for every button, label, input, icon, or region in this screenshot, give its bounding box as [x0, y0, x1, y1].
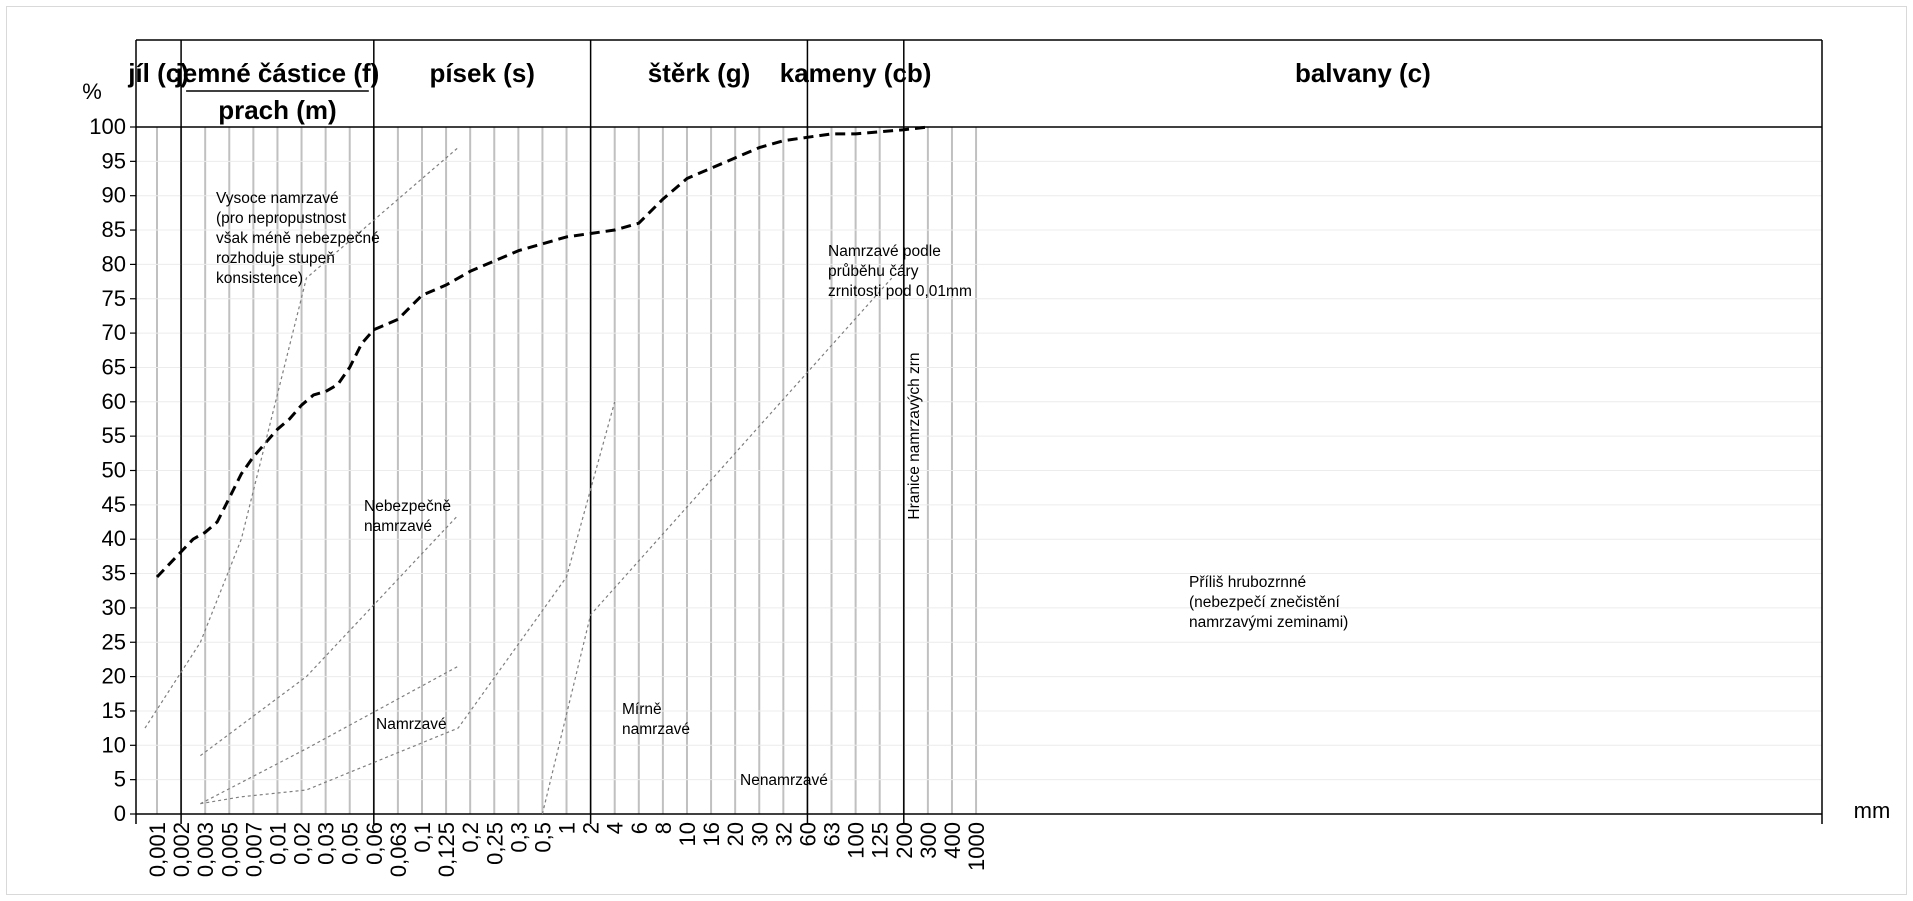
x-tick-label: 6 — [627, 822, 652, 834]
annotation-frost-by-grading: průběhu čáry — [828, 263, 919, 280]
x-tick-label: 0,02 — [290, 822, 315, 865]
x-tick-label: 400 — [940, 822, 965, 859]
x-tick-label: 100 — [844, 822, 869, 859]
x-tick-label: 32 — [771, 822, 796, 846]
y-tick-label: 40 — [102, 526, 126, 551]
x-tick-label: 0,002 — [169, 822, 194, 877]
y-tick-label: 60 — [102, 389, 126, 414]
x-tick-label: 200 — [892, 822, 917, 859]
y-tick-label: 25 — [102, 629, 126, 654]
x-tick-label: 10 — [675, 822, 700, 846]
annotation-highly-frost-susceptible: Vysoce namrzavé — [216, 190, 339, 207]
x-tick-label: 0,06 — [362, 822, 387, 865]
x-tick-label: 0,2 — [458, 822, 483, 853]
y-tick-label: 35 — [102, 561, 126, 586]
y-tick-label: 30 — [102, 595, 126, 620]
y-tick-label: 85 — [102, 217, 126, 242]
frost-boundary-line — [541, 277, 893, 815]
x-tick-label: 0,03 — [314, 822, 339, 865]
x-tick-label: 0,003 — [193, 822, 218, 877]
x-tick-label: 1 — [555, 822, 580, 834]
annotation-mildly-frost: Mírně — [622, 701, 662, 718]
x-tick-label: 1000 — [964, 822, 989, 871]
x-tick-label: 0,5 — [530, 822, 555, 853]
x-tick-label: 300 — [916, 822, 941, 859]
annotation-frost-by-grading: zrnitosti pod 0,01mm — [828, 283, 972, 300]
frost-boundary-line — [200, 665, 459, 805]
annotation-mildly-frost: namrzavé — [622, 721, 690, 738]
header-clay: jíl (c) — [127, 58, 189, 88]
x-tick-label: 0,25 — [482, 822, 507, 865]
y-axis-label: % — [82, 79, 102, 104]
frost-boundary-line — [144, 147, 459, 729]
x-tick-label: 0,05 — [338, 822, 363, 865]
annotation-frost-grain-limit: Hranice namrzavých zrn — [906, 352, 923, 519]
header-fines: jemné částice (f) — [175, 58, 380, 88]
y-tick-label: 70 — [102, 320, 126, 345]
y-tick-label: 95 — [102, 148, 126, 173]
y-tick-label: 45 — [102, 492, 126, 517]
annotation-highly-frost-susceptible: konsistence) — [216, 270, 303, 287]
x-tick-label: 0,007 — [241, 822, 266, 877]
annotation-dangerously-frost: namrzavé — [364, 518, 432, 535]
annotation-too-coarse: (nebezpečí znečistění — [1189, 594, 1340, 611]
x-tick-label: 0,125 — [434, 822, 459, 877]
y-tick-label: 90 — [102, 183, 126, 208]
y-tick-label: 5 — [114, 767, 126, 792]
x-axis-label: mm — [1854, 798, 1891, 823]
frost-boundary-line — [200, 514, 459, 757]
x-tick-label: 16 — [699, 822, 724, 846]
x-tick-label: 30 — [747, 822, 772, 846]
header-cobbles: kameny (cb) — [780, 58, 932, 88]
x-tick-label: 8 — [651, 822, 676, 834]
header-silt: prach (m) — [218, 95, 336, 125]
y-tick-label: 15 — [102, 698, 126, 723]
y-tick-label: 20 — [102, 664, 126, 689]
y-tick-label: 65 — [102, 354, 126, 379]
x-tick-label: 0,01 — [265, 822, 290, 865]
annotation-highly-frost-susceptible: rozhoduje stupeň — [216, 250, 335, 267]
annotation-frost-susceptible: Namrzavé — [376, 716, 447, 733]
x-tick-label: 0,1 — [410, 822, 435, 853]
x-tick-label: 125 — [868, 822, 893, 859]
x-tick-label: 4 — [603, 822, 628, 834]
annotation-too-coarse: namrzavými zeminami) — [1189, 614, 1348, 631]
x-tick-label: 0,063 — [386, 822, 411, 877]
header-sand: písek (s) — [429, 58, 535, 88]
y-tick-label: 75 — [102, 286, 126, 311]
annotation-frost-by-grading: Namrzavé podle — [828, 243, 941, 260]
annotation-highly-frost-susceptible: (pro nepropustnost — [216, 210, 347, 227]
frost-boundary-line — [200, 401, 616, 805]
x-tick-label: 2 — [579, 822, 604, 834]
y-tick-label: 50 — [102, 458, 126, 483]
annotation-highly-frost-susceptible: však méně nebezpečné — [216, 230, 380, 247]
x-tick-label: 0,3 — [506, 822, 531, 853]
x-tick-label: 20 — [723, 822, 748, 846]
annotation-dangerously-frost: Nebezpečně — [364, 498, 451, 515]
x-tick-label: 60 — [795, 822, 820, 846]
y-tick-label: 0 — [114, 801, 126, 826]
y-tick-label: 55 — [102, 423, 126, 448]
y-tick-label: 10 — [102, 732, 126, 757]
annotation-too-coarse: Příliš hrubozrnné — [1189, 574, 1306, 591]
annotation-non-frost: Nenamrzavé — [740, 772, 828, 789]
header-boulders: balvany (c) — [1295, 58, 1431, 88]
header-gravel: štěrk (g) — [648, 58, 751, 88]
y-tick-label: 100 — [89, 114, 126, 139]
x-tick-label: 63 — [820, 822, 845, 846]
x-tick-label: 0,005 — [217, 822, 242, 877]
x-tick-label: 0,001 — [145, 822, 170, 877]
grading-curve-line — [155, 125, 929, 579]
y-tick-label: 80 — [102, 251, 126, 276]
